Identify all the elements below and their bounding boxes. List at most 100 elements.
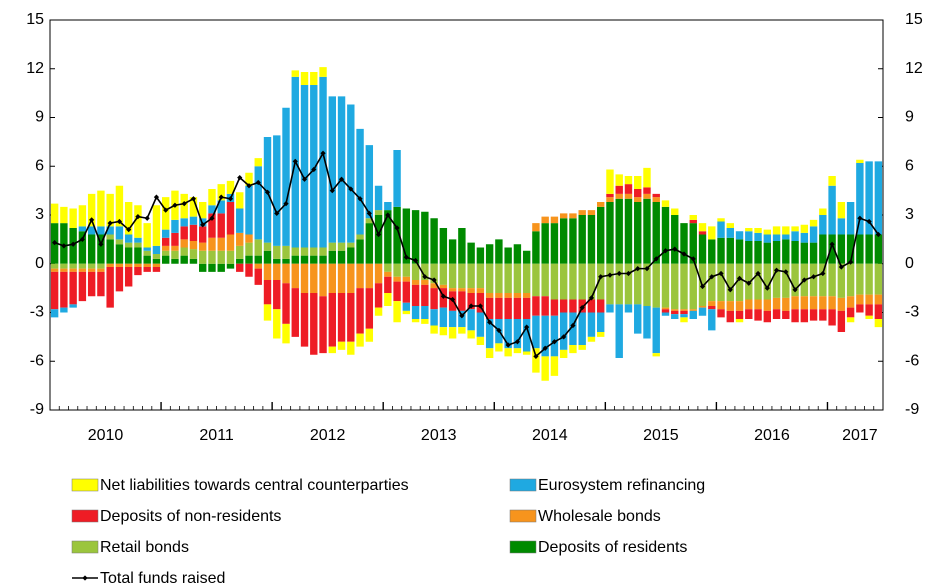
bar-segment bbox=[97, 226, 105, 235]
bar-segment bbox=[504, 247, 512, 264]
bar-segment bbox=[856, 304, 864, 313]
bar-segment bbox=[828, 296, 836, 310]
line-marker bbox=[588, 295, 595, 301]
bar-segment bbox=[763, 299, 772, 311]
bar-segment bbox=[78, 271, 87, 302]
bar-segment bbox=[643, 263, 651, 306]
line-marker bbox=[875, 231, 881, 238]
line-marker bbox=[200, 222, 206, 228]
bar-segment bbox=[550, 356, 559, 376]
line-marker bbox=[218, 194, 224, 200]
bar-segment bbox=[356, 263, 364, 289]
line-marker bbox=[227, 196, 234, 202]
bar-segment bbox=[134, 237, 142, 243]
bar-segment bbox=[78, 263, 87, 269]
bar-segment bbox=[337, 250, 346, 264]
bar-segment bbox=[671, 215, 679, 264]
legend-swatch bbox=[509, 478, 537, 492]
bar-segment bbox=[495, 239, 503, 264]
bar-segment bbox=[624, 304, 633, 313]
bar-segment bbox=[467, 309, 475, 331]
bar-segment bbox=[745, 228, 753, 232]
bar-segment bbox=[522, 351, 531, 355]
bar-segment bbox=[291, 70, 299, 77]
bar-segment bbox=[347, 247, 355, 264]
bar-segment bbox=[384, 202, 392, 211]
bar-segment bbox=[365, 145, 374, 219]
line-marker bbox=[357, 196, 363, 202]
bar-segment bbox=[291, 255, 299, 264]
bar-segment bbox=[772, 226, 781, 235]
bar-segment bbox=[300, 263, 309, 293]
bar-segment bbox=[365, 263, 374, 289]
bar-segment bbox=[476, 263, 485, 289]
bar-segment bbox=[856, 294, 864, 305]
bar-segment bbox=[161, 229, 170, 238]
bar-segment bbox=[532, 263, 540, 297]
line-marker bbox=[477, 303, 483, 309]
bar-segment bbox=[115, 263, 124, 267]
bar-segment bbox=[772, 309, 781, 319]
line-marker bbox=[736, 275, 743, 281]
bar-segment bbox=[115, 185, 124, 227]
bar-segment bbox=[541, 315, 549, 357]
line-marker bbox=[505, 342, 511, 348]
bar-segment bbox=[541, 296, 549, 316]
bar-segment bbox=[273, 258, 281, 264]
y2-tick-label: 9 bbox=[905, 109, 914, 126]
bar-segment bbox=[689, 310, 697, 319]
bar-segment bbox=[97, 271, 105, 297]
bar-segment bbox=[606, 193, 614, 198]
bar-segment bbox=[310, 85, 318, 248]
bar-segment bbox=[522, 263, 531, 293]
line-marker bbox=[450, 296, 456, 303]
bar-segment bbox=[439, 307, 448, 328]
bar-segment bbox=[124, 267, 133, 287]
line-marker bbox=[126, 227, 132, 233]
bar-segment bbox=[846, 202, 855, 235]
y-tick-label: 0 bbox=[35, 255, 44, 272]
line-marker bbox=[607, 272, 613, 278]
bar-segment bbox=[735, 319, 744, 323]
bar-segment bbox=[495, 263, 503, 293]
bar-segment bbox=[393, 263, 401, 277]
x-tick-label: 2017 bbox=[842, 427, 878, 444]
bar-segment bbox=[643, 193, 651, 199]
bar-segment bbox=[199, 202, 207, 219]
bar-segment bbox=[597, 202, 605, 207]
bar-segment bbox=[513, 297, 522, 319]
bar-segment bbox=[60, 268, 68, 272]
bar-segment bbox=[791, 231, 799, 241]
bar-segment bbox=[310, 263, 318, 293]
bar-segment bbox=[217, 184, 225, 201]
bar-segment bbox=[791, 309, 799, 323]
bar-segment bbox=[60, 307, 68, 313]
line-marker bbox=[348, 186, 354, 192]
bar-segment bbox=[745, 231, 753, 241]
line-marker bbox=[690, 256, 696, 262]
bar-segment bbox=[874, 319, 883, 328]
bar-segment bbox=[856, 263, 864, 295]
bar-segment bbox=[467, 293, 475, 310]
legend-marker bbox=[82, 575, 88, 581]
bar-segment bbox=[754, 309, 762, 321]
bar-segment bbox=[78, 205, 87, 227]
line-marker bbox=[135, 214, 141, 220]
bar-segment bbox=[356, 288, 364, 334]
bar-segment bbox=[819, 215, 827, 235]
y-tick-label: 9 bbox=[35, 109, 44, 126]
bar-segment bbox=[467, 330, 475, 339]
line-marker bbox=[89, 217, 95, 223]
bar-segment bbox=[439, 263, 448, 285]
line-marker bbox=[107, 220, 113, 226]
legend-label: Deposits of non-residents bbox=[100, 508, 281, 525]
bar-segment bbox=[800, 224, 809, 233]
bar-segment bbox=[652, 263, 660, 308]
x-tick-label: 2014 bbox=[532, 427, 568, 444]
bar-segment bbox=[615, 185, 623, 194]
bar-segment bbox=[809, 219, 818, 227]
bar-segment bbox=[310, 255, 318, 264]
y-tick-label: 15 bbox=[26, 11, 44, 28]
bar-segment bbox=[587, 336, 596, 342]
bar-segment bbox=[652, 353, 660, 357]
